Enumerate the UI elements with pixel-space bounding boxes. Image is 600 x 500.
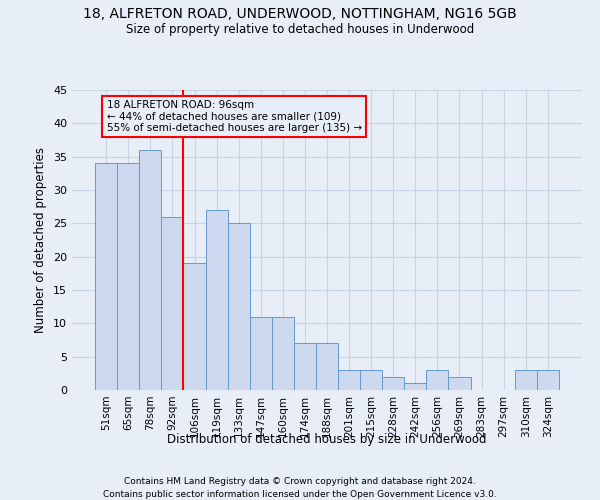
Bar	[294, 344, 316, 390]
Bar	[448, 376, 470, 390]
Bar	[316, 344, 338, 390]
Bar	[338, 370, 360, 390]
Bar	[227, 224, 250, 390]
Bar	[360, 370, 382, 390]
Bar	[537, 370, 559, 390]
Text: Size of property relative to detached houses in Underwood: Size of property relative to detached ho…	[126, 22, 474, 36]
Bar	[272, 316, 294, 390]
Bar	[95, 164, 117, 390]
Bar	[404, 384, 427, 390]
Bar	[117, 164, 139, 390]
Bar	[184, 264, 206, 390]
Bar	[250, 316, 272, 390]
Bar	[206, 210, 227, 390]
Bar	[427, 370, 448, 390]
Bar	[139, 150, 161, 390]
Text: 18, ALFRETON ROAD, UNDERWOOD, NOTTINGHAM, NG16 5GB: 18, ALFRETON ROAD, UNDERWOOD, NOTTINGHAM…	[83, 8, 517, 22]
Bar	[382, 376, 404, 390]
Text: 18 ALFRETON ROAD: 96sqm
← 44% of detached houses are smaller (109)
55% of semi-d: 18 ALFRETON ROAD: 96sqm ← 44% of detache…	[107, 100, 362, 133]
Text: Contains public sector information licensed under the Open Government Licence v3: Contains public sector information licen…	[103, 490, 497, 499]
Bar	[161, 216, 184, 390]
Text: Distribution of detached houses by size in Underwood: Distribution of detached houses by size …	[167, 432, 487, 446]
Y-axis label: Number of detached properties: Number of detached properties	[34, 147, 47, 333]
Bar	[515, 370, 537, 390]
Text: Contains HM Land Registry data © Crown copyright and database right 2024.: Contains HM Land Registry data © Crown c…	[124, 478, 476, 486]
